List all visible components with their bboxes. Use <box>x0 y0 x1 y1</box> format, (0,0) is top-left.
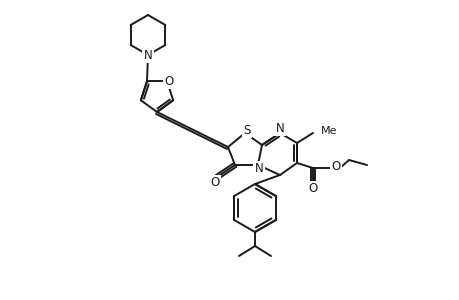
Text: O: O <box>210 176 219 190</box>
Text: N: N <box>275 122 284 134</box>
Text: N: N <box>254 163 263 176</box>
Text: S: S <box>243 124 250 136</box>
Text: O: O <box>164 75 173 88</box>
Text: O: O <box>330 160 340 173</box>
Text: N: N <box>143 49 152 62</box>
Text: O: O <box>308 182 317 196</box>
Text: Me: Me <box>320 126 337 136</box>
